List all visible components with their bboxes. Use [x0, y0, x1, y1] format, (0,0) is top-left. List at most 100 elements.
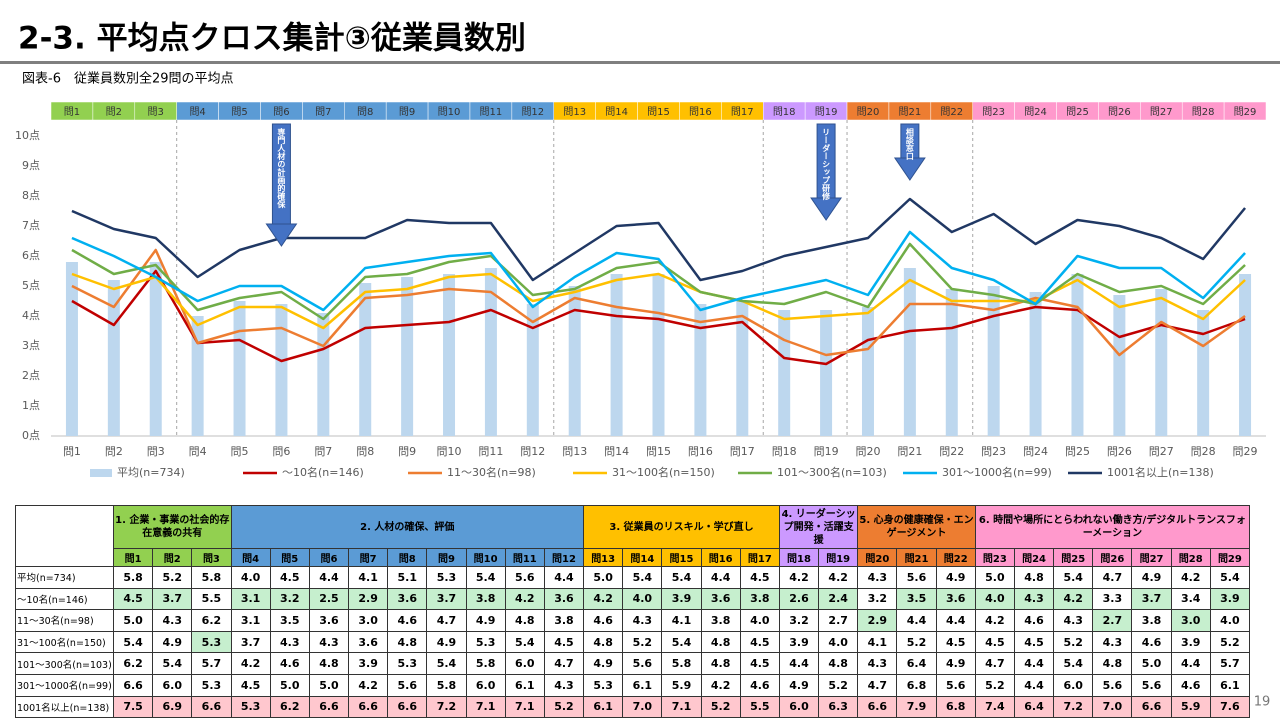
legend-label: 301～1000名(n=99): [942, 465, 1052, 479]
annotation-text: リーダーシップ研修: [821, 128, 831, 201]
value-cell: 7.4: [974, 695, 1015, 719]
value-cell: 2.7: [1092, 609, 1133, 632]
value-cell: 4.4: [896, 609, 937, 632]
value-cell: 5.4: [661, 566, 702, 589]
value-cell: 2.6: [778, 587, 820, 611]
row-label: 301～1000名(n=99): [15, 673, 114, 697]
x-tick-label: 問19: [814, 445, 839, 458]
value-cell: 4.6: [583, 609, 624, 632]
value-cell: 3.2: [269, 587, 310, 611]
x-tick-label: 問26: [1107, 445, 1132, 458]
value-cell: 4.4: [308, 566, 350, 589]
value-cell: 4.8: [700, 630, 741, 654]
value-cell: 7.0: [1092, 695, 1133, 719]
value-cell: 4.5: [269, 566, 310, 589]
value-cell: 6.1: [1209, 673, 1251, 697]
bar: [1239, 274, 1252, 436]
x-tick-label: 問22: [939, 445, 964, 458]
value-cell: 5.6: [622, 652, 663, 675]
value-cell: 4.1: [348, 566, 389, 589]
category-strip-label: 問10: [438, 106, 461, 118]
x-tick-label: 問9: [398, 445, 416, 458]
value-cell: 4.4: [1013, 673, 1055, 697]
bar: [526, 304, 539, 436]
value-cell: 4.7: [426, 609, 467, 632]
value-cell: 4.8: [818, 652, 859, 675]
value-cell: 4.0: [739, 609, 780, 632]
x-tick-label: 問18: [772, 445, 797, 458]
series-line: [71, 242, 1246, 321]
value-cell: 5.1: [387, 566, 428, 589]
value-cell: 5.8: [191, 566, 232, 589]
value-cell: 4.2: [1170, 566, 1211, 589]
value-cell: 5.0: [583, 566, 624, 589]
value-cell: 5.8: [112, 566, 154, 589]
bar: [610, 274, 623, 436]
value-cell: 3.8: [465, 587, 506, 611]
category-strip-label: 問7: [315, 106, 331, 118]
bar: [65, 262, 78, 436]
data-row: 平均(n=734) 5.8 5.2 5.8 4.0 4.5 4.4 4.1 5.1 5.3 5.4 5…: [15, 566, 1251, 589]
annotation-text: 相談窓口: [904, 127, 914, 161]
bar: [694, 304, 707, 436]
value-cell: 4.4: [543, 566, 585, 589]
question-header: 問12: [543, 548, 585, 567]
data-row: 301～1000名(n=99) 6.6 6.0 5.3 4.5 5.0 5.0 4.2 5.6 5…: [15, 673, 1251, 697]
question-header: 問6: [308, 548, 350, 567]
value-cell: 5.2: [152, 566, 193, 589]
x-tick-label: 問5: [231, 445, 249, 458]
category-strip-label: 問9: [399, 106, 415, 118]
value-cell: 5.8: [426, 673, 467, 697]
value-cell: 6.1: [504, 673, 545, 697]
data-row: 31～100名(n=150) 5.4 4.9 5.3 3.7 4.3 4.3 3.6 4.8 4.…: [15, 630, 1251, 654]
value-cell: 3.8: [700, 609, 741, 632]
series-line: [71, 248, 1246, 357]
x-tick-label: 問11: [478, 445, 503, 458]
value-cell: 4.8: [308, 652, 350, 675]
category-strip-label: 問29: [1234, 106, 1257, 118]
question-header: 問11: [504, 548, 545, 567]
legend-label: 11～30名(n=98): [447, 465, 536, 479]
value-cell: 5.2: [543, 695, 585, 719]
value-cell: 5.3: [191, 630, 232, 654]
value-cell: 6.6: [112, 673, 154, 697]
value-cell: 7.1: [661, 695, 702, 719]
legend-label: ～10名(n=146): [282, 465, 364, 479]
category-strip-label: 問13: [563, 106, 586, 118]
question-header: 問25: [1053, 548, 1094, 567]
category-strip-label: 問11: [480, 106, 503, 118]
value-cell: 5.7: [191, 652, 232, 675]
value-cell: 3.5: [896, 587, 937, 611]
x-tick-label: 問28: [1191, 445, 1216, 458]
value-cell: 6.6: [1131, 695, 1172, 719]
value-cell: 3.6: [543, 587, 585, 611]
value-cell: 3.4: [1170, 587, 1211, 611]
bar: [191, 316, 204, 436]
category-strip-label: 問4: [189, 106, 205, 118]
value-cell: 4.2: [230, 652, 271, 675]
bar: [1029, 292, 1042, 436]
x-tick-label: 問10: [437, 445, 462, 458]
value-cell: 4.1: [857, 630, 898, 654]
bar: [945, 289, 958, 436]
question-header: 問13: [583, 548, 624, 567]
category-strip-label: 問3: [148, 106, 164, 118]
value-cell: 4.9: [152, 630, 193, 654]
value-cell: 6.2: [269, 695, 310, 719]
value-cell: 6.2: [191, 609, 232, 632]
value-cell: 2.4: [818, 587, 859, 611]
y-tick-label: 7点: [22, 219, 40, 232]
value-cell: 4.3: [622, 609, 663, 632]
category-strip-label: 問25: [1066, 106, 1089, 118]
bar: [1197, 310, 1210, 436]
category-strip-label: 問28: [1192, 106, 1215, 118]
value-cell: 3.9: [1170, 630, 1211, 654]
question-header: 問21: [896, 548, 937, 567]
value-cell: 5.0: [269, 673, 310, 697]
x-tick-label: 問21: [897, 445, 922, 458]
value-cell: 5.4: [622, 566, 663, 589]
category-strip-label: 問24: [1024, 106, 1047, 118]
value-cell: 5.3: [426, 566, 467, 589]
group-header-row: 1. 企業・事業の社会的存在意義の共有 2. 人材の確保、評価 3. 従業員のリスキ…: [15, 505, 1251, 567]
value-cell: 6.3: [818, 695, 859, 719]
